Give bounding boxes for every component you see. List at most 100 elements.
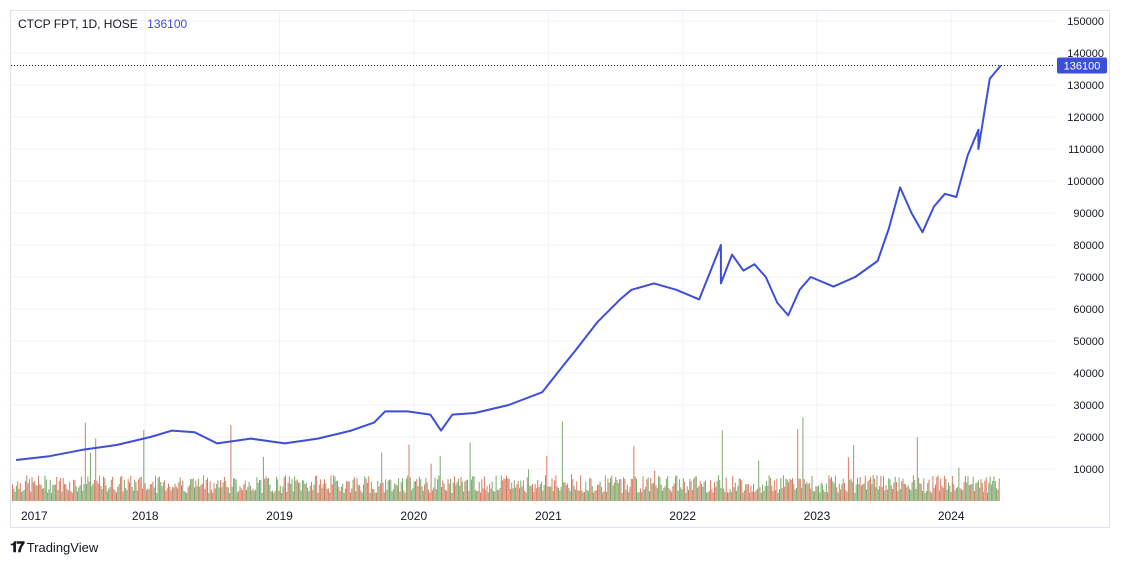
volume-bar [911, 482, 913, 501]
volume-bar [249, 485, 251, 501]
volume-bar [773, 480, 775, 501]
volume-bar [684, 481, 686, 501]
volume-bar [634, 476, 636, 501]
volume-bar [370, 481, 372, 501]
volume-bar [979, 487, 981, 501]
volume-bar [681, 489, 683, 501]
volume-bar [286, 491, 288, 501]
volume-bar [261, 492, 263, 501]
volume-bar [785, 478, 787, 501]
volume-bar [909, 488, 910, 501]
volume-bar [788, 482, 790, 501]
volume-bar [385, 479, 387, 501]
volume-bar [181, 485, 182, 501]
volume-bar [838, 483, 840, 501]
volume-bar [987, 492, 988, 501]
y-tick-label: 50000 [1073, 336, 1104, 348]
volume-bar [205, 479, 207, 501]
volume-bar [816, 486, 818, 501]
volume-bar [994, 481, 996, 501]
volume-bar [915, 488, 917, 501]
volume-bar [538, 487, 540, 501]
volume-bar [573, 486, 575, 501]
volume-bar [352, 479, 354, 501]
volume-bar [853, 445, 855, 501]
volume-bar [463, 491, 465, 501]
volume-bar [69, 481, 71, 501]
x-tick-label: 2017 [21, 509, 48, 523]
volume-bar [504, 479, 506, 501]
volume-bar [260, 479, 262, 501]
volume-bar [123, 479, 125, 501]
volume-bar [725, 477, 727, 501]
volume-bar [443, 483, 445, 501]
volume-bar [48, 489, 50, 501]
volume-bar [25, 480, 26, 501]
volume-bar [784, 486, 786, 501]
volume-bar [12, 484, 13, 501]
volume-bar [617, 483, 619, 501]
volume-bar [645, 486, 647, 501]
volume-bar [702, 486, 704, 501]
volume-bar [248, 482, 250, 501]
volume-bar [512, 488, 514, 501]
volume-bar [734, 482, 736, 501]
volume-bar [318, 484, 320, 501]
volume-bar [239, 486, 241, 501]
volume-bar [968, 485, 970, 501]
volume-bar [321, 487, 323, 501]
volume-bar [426, 482, 428, 501]
volume-bar [750, 485, 752, 501]
volume-bar [281, 492, 283, 501]
volume-bar [78, 487, 80, 501]
volume-bar [225, 480, 227, 501]
x-tick-label: 2022 [669, 509, 696, 523]
volume-bar [762, 484, 764, 501]
volume-bar [368, 476, 370, 501]
volume-bar [749, 492, 751, 501]
volume-bar [780, 477, 782, 501]
volume-bar [937, 475, 939, 501]
volume-bar [251, 490, 253, 501]
volume-bar [871, 484, 873, 501]
brand-logo[interactable]: 𝟏𝟕 TradingView [10, 539, 98, 556]
volume-bar [580, 475, 582, 501]
volume-bar [106, 491, 108, 501]
volume-bar [282, 486, 284, 501]
volume-bar [717, 475, 719, 501]
volume-bar [844, 482, 845, 501]
volume-bar [806, 481, 808, 501]
price-chart-svg[interactable]: 10000 20000 30000 40000 50000 60000 70000 80000… [11, 11, 1109, 527]
volume-bar [268, 477, 270, 501]
volume-bar [132, 490, 134, 501]
volume-bar [422, 490, 424, 501]
volume-bar [625, 489, 627, 501]
volume-bar [129, 482, 130, 501]
volume-bar [295, 480, 297, 501]
volume-bar [119, 477, 121, 501]
volume-bar [866, 489, 868, 501]
volume-bar [767, 485, 769, 501]
volume-bar [265, 476, 267, 501]
volume-bar [324, 479, 325, 501]
volume-bar [307, 487, 309, 501]
volume-bar [204, 488, 206, 501]
volume-bar [667, 476, 669, 501]
volume-bar [672, 486, 674, 501]
volume-bar [396, 485, 398, 501]
volume-bar [663, 487, 665, 501]
volume-bar [109, 487, 111, 501]
chart-frame[interactable]: 10000 20000 30000 40000 50000 60000 70000 80000… [10, 10, 1110, 528]
volume-bar [173, 487, 175, 501]
volume-bar [610, 478, 611, 501]
volume-bar [105, 485, 107, 501]
volume-bar [266, 478, 268, 501]
volume-bar [916, 437, 918, 501]
y-tick-label: 30000 [1073, 400, 1104, 412]
volume-bar [285, 475, 286, 501]
volume-bar [356, 478, 358, 501]
volume-bar [170, 490, 172, 501]
volume-bar [382, 482, 384, 501]
x-tick-label: 2021 [535, 509, 562, 523]
volume-bar [697, 487, 699, 501]
